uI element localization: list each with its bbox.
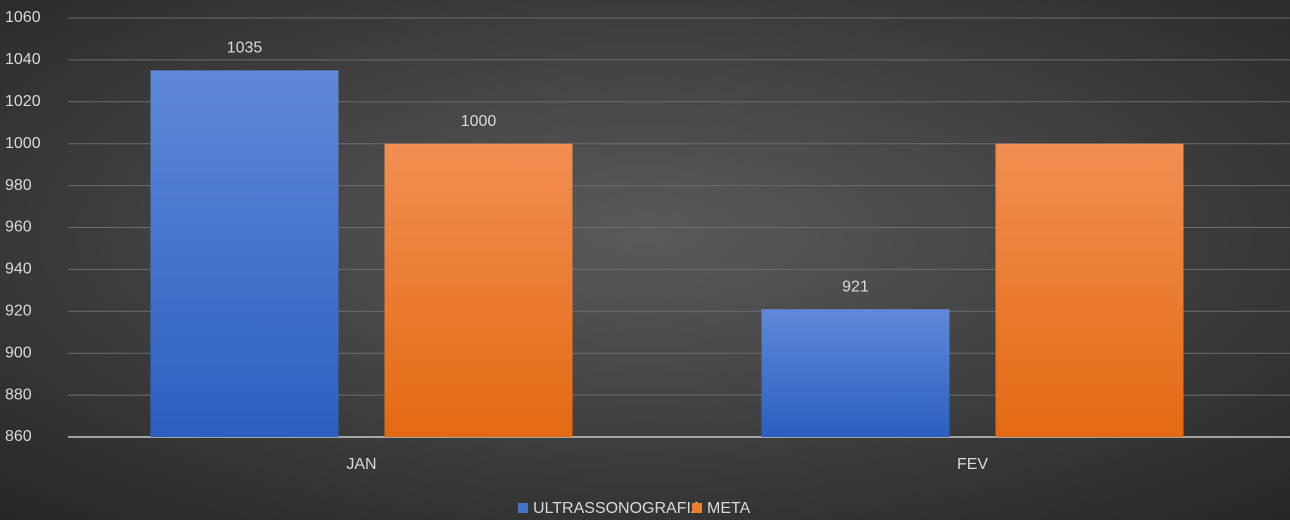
- y-tick-label: 1020: [5, 93, 41, 110]
- y-tick-label: 960: [5, 219, 32, 236]
- y-tick-label: 900: [5, 344, 32, 361]
- bar: [995, 143, 1184, 437]
- y-tick-label: 920: [5, 303, 32, 320]
- legend-label: META: [707, 500, 751, 517]
- legend-swatch: [518, 503, 528, 513]
- y-tick-label: 1060: [5, 9, 41, 26]
- data-label: 921: [842, 278, 869, 295]
- x-tick-label: FEV: [957, 456, 988, 473]
- bar: [761, 309, 950, 437]
- legend-label: ULTRASSONOGRAFIA: [533, 500, 702, 517]
- y-tick-label: 1000: [5, 135, 41, 152]
- bar: [384, 143, 573, 437]
- legend-swatch: [692, 503, 702, 513]
- y-tick-label: 1040: [5, 51, 41, 68]
- y-tick-label: 880: [5, 386, 32, 403]
- y-tick-label: 860: [5, 428, 32, 445]
- data-label: 1000: [461, 113, 497, 130]
- bar: [150, 70, 339, 437]
- y-tick-label: 980: [5, 177, 32, 194]
- y-tick-label: 940: [5, 261, 32, 278]
- x-tick-label: JAN: [346, 456, 376, 473]
- data-label: 1035: [227, 40, 263, 57]
